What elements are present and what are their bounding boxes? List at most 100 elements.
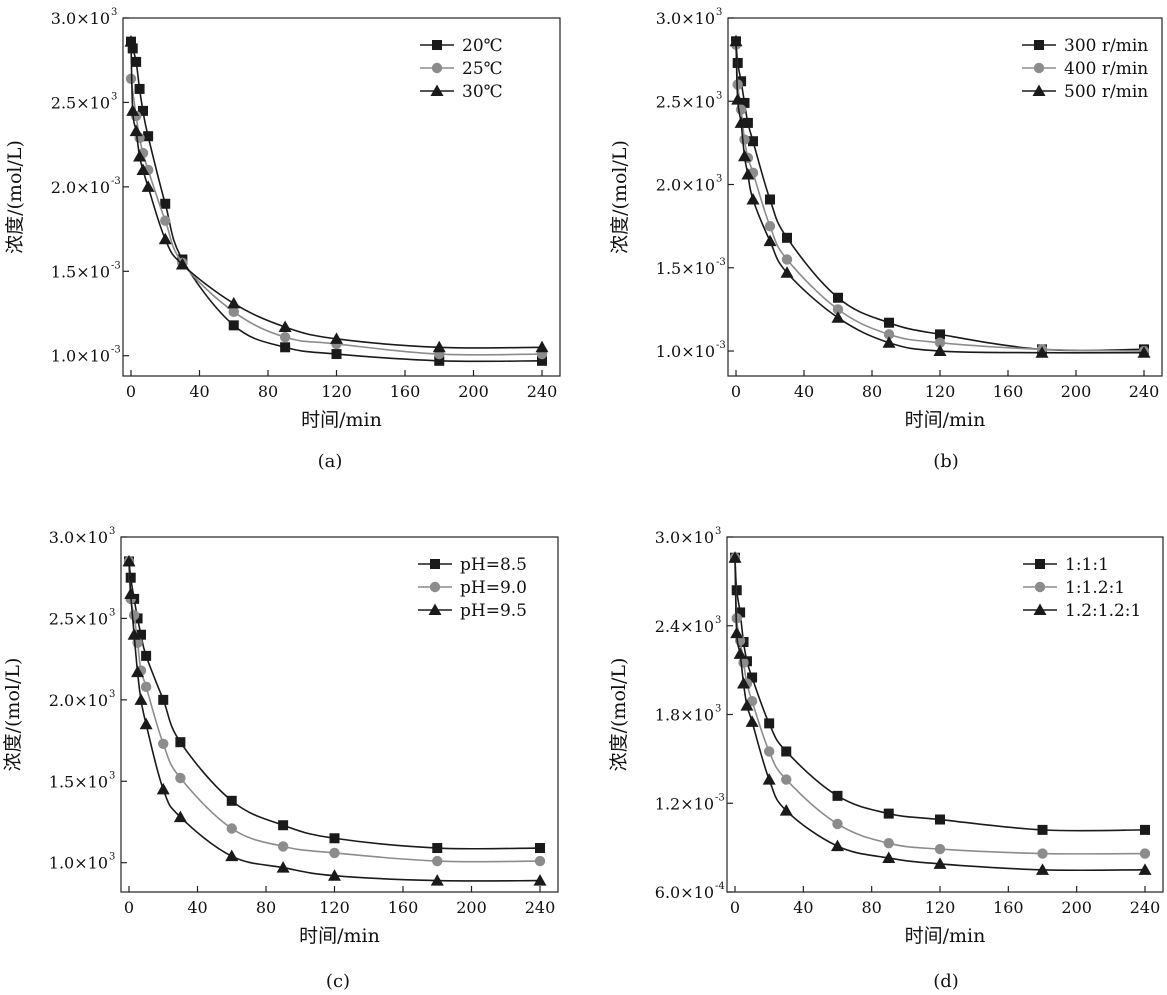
x-tick-label: 0 — [731, 382, 741, 401]
data-point — [330, 332, 343, 344]
data-point — [748, 136, 758, 147]
data-point — [127, 43, 138, 54]
data-point — [131, 56, 142, 67]
y-tick-exponent: -3 — [716, 340, 726, 351]
legend-label: 25℃ — [462, 59, 503, 79]
data-point — [781, 746, 792, 757]
data-point — [763, 746, 775, 757]
y-tick-exponent: 3 — [111, 91, 117, 102]
legend-label: 400 r/min — [1064, 59, 1148, 79]
x-tick-label: 40 — [794, 382, 814, 401]
y-tick-exponent: 3 — [109, 689, 115, 700]
legend-marker — [430, 559, 440, 569]
legend-marker — [431, 62, 443, 74]
y-tick-label: 3.0×10 — [49, 528, 108, 547]
panel-caption: (b) — [933, 451, 959, 472]
data-point — [1137, 346, 1151, 358]
panel-caption: (d) — [933, 971, 959, 992]
y-tick-exponent: -3 — [716, 257, 726, 268]
data-point — [729, 34, 743, 47]
data-point — [935, 329, 945, 340]
data-point — [329, 847, 340, 859]
data-point — [883, 329, 895, 340]
data-point — [228, 320, 239, 331]
data-point — [738, 657, 749, 668]
data-point — [141, 180, 155, 192]
data-point — [533, 874, 547, 886]
x-axis-label: 时间/min — [299, 925, 380, 947]
y-axis-label: 浓度/(mol/L) — [608, 658, 630, 772]
y-tick-exponent: -3 — [111, 345, 121, 356]
data-point — [1036, 863, 1049, 875]
x-tick-label: 160 — [993, 898, 1024, 917]
legend-label: 500 r/min — [1064, 82, 1148, 102]
data-point — [535, 340, 549, 353]
y-tick-exponent: -3 — [111, 260, 121, 271]
legend-marker — [429, 581, 441, 593]
data-point — [737, 676, 751, 689]
series-circle — [123, 556, 546, 867]
y-tick-label: 2.5×10 — [656, 92, 715, 111]
data-point — [730, 626, 744, 639]
x-tick-label: 240 — [1130, 898, 1161, 917]
panel-caption: (a) — [318, 451, 343, 472]
y-tick-exponent: 3 — [715, 526, 721, 537]
data-point — [175, 737, 186, 748]
data-point — [764, 718, 775, 729]
data-point — [280, 342, 291, 353]
data-point — [733, 647, 747, 659]
y-axis-label: 浓度/(mol/L) — [2, 658, 24, 772]
data-point — [430, 874, 444, 886]
data-point — [833, 292, 843, 303]
data-point — [131, 665, 145, 678]
x-tick-label: 240 — [1129, 382, 1160, 401]
legend-entry: 1:1:1 — [1023, 555, 1109, 575]
x-tick-label: 120 — [925, 382, 956, 401]
data-point — [133, 149, 147, 162]
data-point — [125, 572, 136, 583]
data-point — [763, 234, 777, 247]
data-point — [158, 738, 169, 750]
data-point — [832, 790, 843, 801]
y-tick-label: 2.0×10 — [51, 178, 110, 197]
data-point — [134, 693, 148, 705]
y-tick-label: 2.0×10 — [656, 176, 715, 195]
legend-marker — [1034, 581, 1046, 593]
data-point — [158, 694, 169, 705]
legend-entry: 30℃ — [420, 82, 503, 102]
data-point — [278, 320, 292, 333]
series-triangle — [122, 554, 547, 886]
y-tick-exponent: 3 — [109, 770, 115, 781]
data-point — [934, 337, 946, 348]
data-point — [126, 104, 140, 116]
data-point — [124, 587, 138, 599]
x-tick-label: 200 — [456, 898, 487, 917]
y-tick-label: 2.4×10 — [655, 617, 714, 636]
x-axis-label: 时间/min — [905, 925, 986, 947]
y-tick-exponent: -4 — [715, 881, 725, 892]
data-point — [742, 117, 753, 128]
data-point — [883, 837, 894, 849]
data-point — [731, 93, 745, 105]
y-tick-label: 3.0×10 — [51, 9, 110, 28]
data-point — [225, 849, 239, 862]
legend-label: 1:1:1 — [1065, 555, 1109, 575]
y-tick-label: 3.0×10 — [655, 528, 714, 547]
series-triangle — [728, 551, 1152, 875]
data-point — [933, 857, 947, 869]
x-tick-label: 40 — [793, 898, 813, 917]
data-point — [764, 220, 776, 232]
x-tick-label: 240 — [527, 382, 558, 401]
y-tick-label: 1.2×10 — [655, 794, 714, 813]
data-point — [158, 232, 172, 245]
legend-entry: pH=9.0 — [418, 578, 527, 598]
data-point — [1037, 848, 1048, 859]
data-point — [746, 192, 760, 205]
x-tick-label: 200 — [1061, 382, 1092, 401]
y-tick-label: 1.5×10 — [51, 262, 110, 281]
x-axis-label: 时间/min — [301, 409, 382, 431]
data-point — [135, 629, 146, 640]
x-tick-label: 40 — [187, 898, 207, 917]
